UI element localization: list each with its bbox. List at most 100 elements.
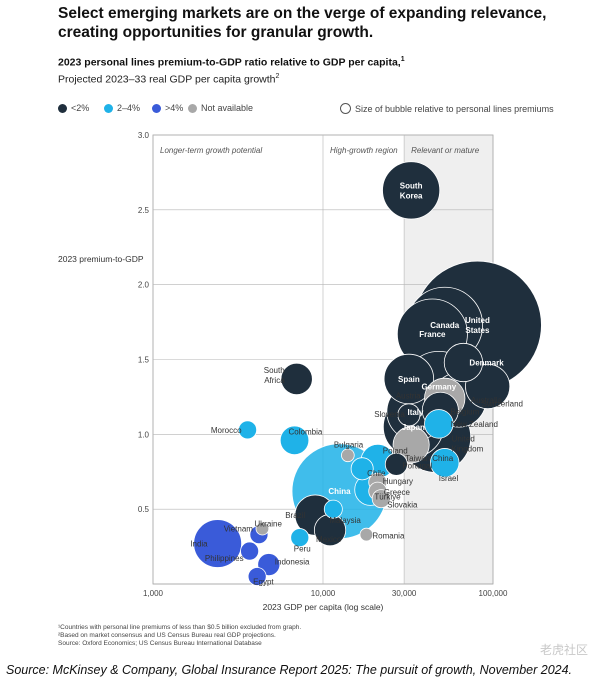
label-ukraine: Ukraine [254, 520, 282, 529]
label-south-africa: Africa [264, 376, 285, 385]
label-china: China [328, 487, 351, 496]
label-united-states: States [465, 326, 490, 335]
footnote-2: ²Based on market consensus and US Census… [58, 632, 276, 639]
label-japan: Japan [402, 423, 425, 432]
chart-subtitle-footnote-mark: 2 [275, 73, 280, 80]
label-germany: Germany [421, 382, 456, 391]
chart-subtitle: Projected 2023–33 real GDP per capita gr… [58, 73, 280, 86]
label-south-africa: South [264, 366, 285, 375]
bubble-denmark [443, 342, 484, 383]
label-peru: Peru [294, 545, 311, 554]
bubble-taiwan-china [392, 426, 430, 464]
legend-swatch-lt2 [58, 103, 67, 113]
label-romania: Romania [372, 532, 405, 541]
label-poland: Poland [383, 446, 408, 455]
bubble-ukraine [255, 521, 270, 536]
footnote-1: ¹Countries with personal line premiums o… [58, 624, 302, 631]
legend-item-gt4: >4% [152, 103, 183, 113]
y-tick-label: 3.0 [138, 131, 150, 140]
label-united-kingdom: United [452, 434, 475, 443]
y-tick-label: 1.0 [138, 430, 150, 439]
label-israel: Israel [439, 474, 459, 483]
legend-size-ring-icon [340, 103, 351, 114]
footnote-source: Source: Oxford Economics; US Census Bure… [58, 640, 262, 647]
bubble-portugal [384, 452, 408, 476]
label-malaysia: Malaysia [329, 516, 361, 525]
label-austria: Austria [396, 391, 421, 400]
label-australia: Australia [471, 396, 503, 405]
bubble-romania [359, 527, 374, 542]
headline: Select emerging markets are on the verge… [58, 5, 547, 41]
label-indonesia: Indonesia [275, 558, 310, 567]
x-axis-label: 2023 GDP per capita (log scale) [263, 602, 384, 612]
label-india: India [190, 540, 208, 549]
bubble-new-zealand [424, 409, 454, 439]
bubble-morocco [238, 420, 258, 440]
x-tick-label: 1,000 [143, 589, 164, 598]
bubble-india [193, 519, 242, 568]
label-chile: Chile [367, 469, 386, 478]
bubble-bulgaria [341, 448, 355, 463]
label-united-states: United [465, 316, 490, 325]
label-greece: Greece [384, 488, 411, 497]
bubble-philippines [240, 541, 260, 561]
bubble-peru [290, 528, 310, 548]
x-tick-label: 10,000 [311, 589, 336, 598]
source-caption: Source: McKinsey & Company, Global Insur… [6, 663, 573, 677]
label-spain: Spain [398, 375, 420, 384]
label-bulgaria: Bulgaria [334, 440, 364, 449]
label-italy: Italy [407, 408, 424, 417]
watermark: 老虎社区 [539, 643, 588, 657]
label-south-korea: Korea [400, 191, 423, 200]
legend-size: Size of bubble relative to personal line… [340, 103, 554, 114]
label-portugal: Portugal [402, 461, 432, 470]
chart-title-footnote-mark: 1 [400, 56, 405, 63]
y-tick-label: 2.5 [138, 206, 150, 215]
label-new-zealand: New Zealand [451, 420, 498, 429]
label-slovenia: Slovenia [374, 410, 405, 419]
chart-title: 2023 personal lines premium-to-GDP ratio… [58, 56, 405, 69]
label-south-korea: South [400, 181, 423, 190]
y-tick-label: 2.0 [138, 281, 150, 290]
region-label: High-growth region [330, 146, 398, 155]
bubble-egypt [247, 567, 267, 586]
bubble-colombia [279, 425, 310, 456]
label-brazil: Brazil [285, 511, 305, 520]
label-denmark: Denmark [469, 358, 504, 367]
legend-item-na: Not available [188, 103, 253, 113]
region-label: Longer-term growth potential [160, 146, 262, 155]
legend-swatch-gt4 [152, 103, 161, 113]
bubble-slovenia [397, 403, 421, 427]
y-tick-label: 0.5 [138, 505, 150, 514]
label-hungary: Hungary [383, 477, 413, 486]
label-colombia: Colombia [289, 427, 323, 436]
bubble-south-korea [382, 161, 441, 220]
region-label: Relevant or mature [411, 146, 480, 155]
label-vietnam: Vietnam [224, 525, 254, 534]
label-egypt: Egypt [253, 578, 274, 587]
label-mexico: Mexico [316, 535, 342, 544]
bubble-malaysia [323, 499, 343, 519]
label-taiwan-china: Taiwan China [405, 454, 454, 463]
legend-item-2to4: 2–4% [104, 103, 140, 113]
y-axis-label-line1: 2023 premium-to-GDP [58, 254, 144, 264]
x-tick-label: 100,000 [479, 589, 508, 598]
x-tick-label: 30,000 [392, 589, 417, 598]
label-belgium: Belgium [450, 407, 479, 416]
label-t-rkiye: Türkiye [374, 493, 401, 502]
bubble-south-africa [280, 362, 313, 396]
label-canada: Canada [430, 321, 459, 330]
label-united-kingdom: Kingdom [452, 444, 484, 453]
legend-swatch-na [188, 103, 197, 113]
legend-swatch-2to4 [104, 103, 113, 113]
label-slovakia: Slovakia [387, 501, 418, 510]
bubble-slovakia [371, 489, 391, 509]
bubble-chart: 0.5 1.0 1.5 2.0 2.5 3.0 1,000 10,000 30,000 100,0… [58, 131, 542, 612]
bubble-israel [430, 448, 460, 478]
label-morocco: Morocco [211, 426, 242, 435]
bubble-chile [350, 457, 374, 481]
label-philippines: Philippines [205, 554, 244, 563]
label-switzerland: Switzerland [482, 399, 523, 408]
legend-item-lt2: <2% [58, 103, 89, 113]
label-france: France [419, 330, 446, 339]
